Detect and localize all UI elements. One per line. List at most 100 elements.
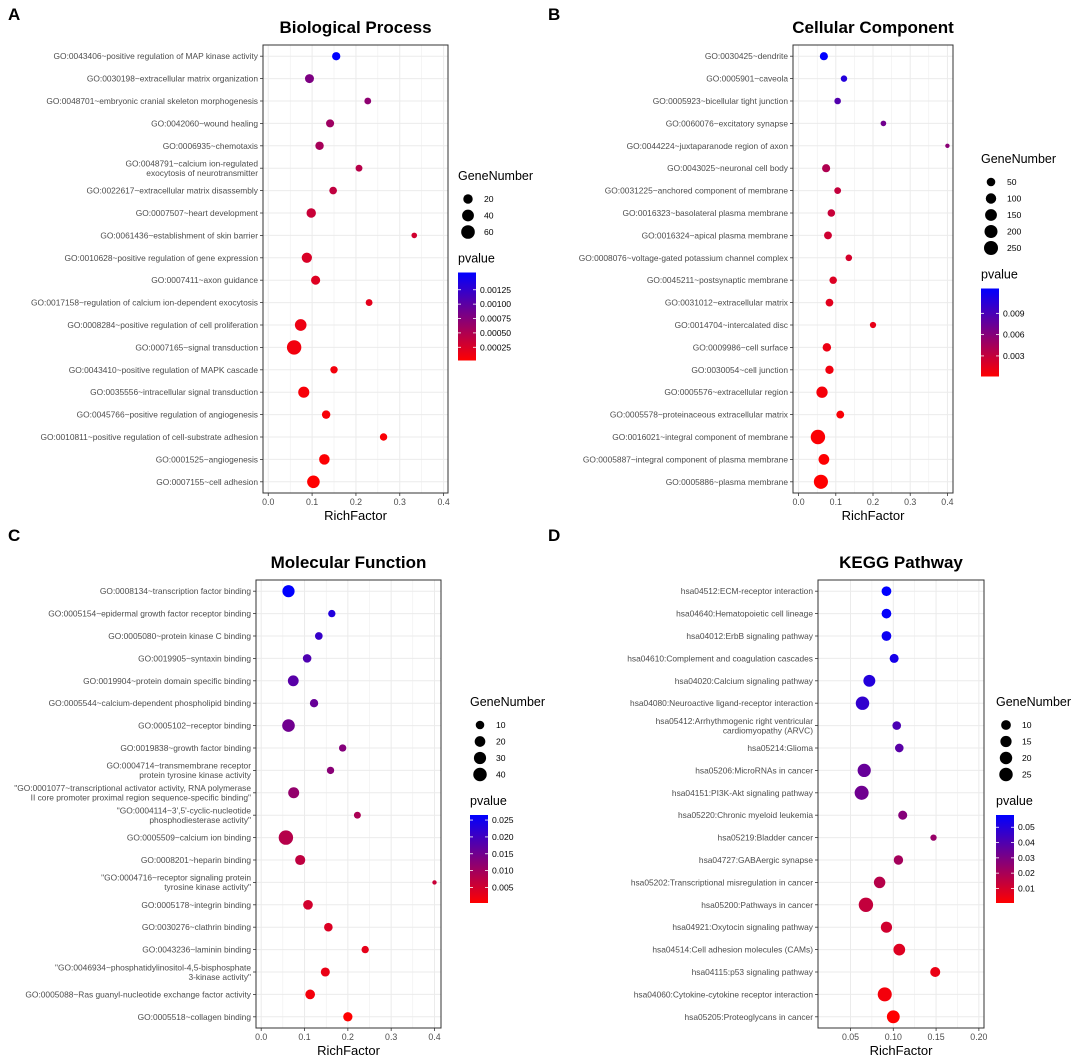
size-legend-label: 20 [484, 194, 494, 204]
size-legend-label: 150 [1007, 210, 1022, 220]
x-tick-label: 0.1 [830, 497, 842, 507]
data-point [827, 209, 836, 217]
panel-letter: D [548, 526, 560, 545]
y-tick-label: tyrosine kinase activity" [164, 882, 251, 892]
y-tick-label: GO:0005088~Ras guanyl-nucleotide exchang… [25, 989, 251, 999]
y-tick-label: GO:0030054~cell junction [691, 365, 788, 375]
data-point [278, 830, 294, 845]
plot-background [256, 580, 441, 1028]
y-tick-label: hsa05206:MicroRNAs in cancer [695, 765, 813, 775]
data-point [813, 474, 828, 489]
y-tick-label: GO:0022617~extracellular matrix disassem… [86, 186, 258, 196]
size-legend-label: 100 [1007, 194, 1022, 204]
data-point [894, 743, 904, 753]
y-tick-label: GO:0045766~positive regulation of angiog… [77, 410, 258, 420]
data-point [822, 343, 832, 352]
y-tick-label: GO:0043406~positive regulation of MAP ki… [54, 51, 259, 61]
y-tick-label: GO:0016324~apical plasma membrane [642, 230, 789, 240]
y-tick-label: GO:0017158~regulation of calcium ion-dep… [31, 298, 258, 308]
color-legend-label: 0.03 [1018, 853, 1035, 863]
size-legend-label: 20 [496, 737, 506, 747]
data-point [825, 298, 834, 307]
data-point [343, 1012, 353, 1022]
y-tick-label: hsa04610:Complement and coagulation casc… [627, 653, 813, 663]
y-tick-label: hsa05214:Glioma [747, 743, 813, 753]
color-legend-label: 0.00100 [480, 299, 511, 309]
y-tick-label: GO:0009986~cell surface [693, 342, 789, 352]
data-point [361, 945, 369, 954]
data-point [301, 252, 312, 263]
y-tick-label: protein tyrosine kinase activity [139, 770, 252, 780]
y-tick-label: GO:0048791~calcium ion-regulated [126, 158, 259, 168]
data-point [869, 321, 877, 329]
data-point [282, 585, 295, 598]
y-tick-label: GO:0016323~basolateral plasma membrane [622, 208, 788, 218]
data-point [829, 276, 837, 284]
size-legend-label: 40 [496, 770, 506, 780]
y-tick-label: GO:0005923~bicellular tight junction [653, 96, 789, 106]
y-tick-label: GO:0006935~chemotaxis [163, 141, 258, 151]
color-bar [981, 288, 999, 377]
color-legend-label: 0.005 [492, 882, 514, 892]
data-point [818, 454, 830, 465]
y-tick-label: GO:0005578~proteinaceous extracellular m… [610, 410, 789, 420]
y-tick-label: hsa04727:GABAergic synapse [699, 855, 813, 865]
size-legend-label: 60 [484, 227, 494, 237]
color-legend: pvalue 0.05 0.04 0.03 0.02 0.01 [996, 794, 1035, 903]
color-legend: pvalue 0.00125 0.00100 0.00075 0.00050 0.0002… [458, 252, 511, 361]
y-tick-label: "GO:0046934~phosphatidylinositol-4,5-bis… [55, 962, 251, 972]
y-tick-label: hsa04012:ErbB signaling pathway [686, 631, 813, 641]
size-legend-label: 250 [1007, 243, 1022, 253]
y-tick-label: "GO:0004716~receptor signaling protein [101, 873, 251, 883]
x-axis-label: RichFactor [324, 508, 388, 523]
data-point [304, 74, 314, 84]
size-legend-label: 10 [496, 720, 506, 730]
x-axis-label: RichFactor [842, 508, 906, 523]
color-legend-label: 0.00050 [480, 328, 511, 338]
data-point [305, 989, 316, 1000]
size-legend: GeneNumber 50 100 150 200 250 [981, 152, 1056, 256]
panel-kegg-pathway: D KEGG Pathway hsa04512:ECM-receptor inter… [548, 526, 1071, 1056]
chart-title: KEGG Pathway [839, 553, 963, 572]
x-tick-label: 0.15 [928, 1032, 945, 1042]
data-point [329, 186, 337, 195]
size-legend-key [473, 751, 487, 765]
size-legend-key [463, 194, 473, 204]
y-tick-label: GO:0005886~plasma membrane [666, 477, 789, 487]
y-tick-label: GO:0008134~transcription factor binding [100, 586, 251, 596]
y-tick-label: GO:0031225~anchored component of membran… [605, 186, 789, 196]
y-tick-label: hsa05205:Proteoglycans in cancer [685, 1012, 814, 1022]
y-tick-label: GO:0035556~intracellular signal transduc… [90, 387, 258, 397]
color-legend-title: pvalue [981, 268, 1018, 282]
panel-biological-process: A Biological Process GO:0043406~positive r… [8, 5, 533, 523]
x-tick-label: 0.3 [385, 1032, 397, 1042]
data-point [822, 164, 831, 173]
size-legend-key [985, 209, 997, 221]
data-point [840, 75, 848, 82]
y-tick-label: GO:0005102~receptor binding [138, 721, 251, 731]
y-tick-label: GO:0044224~juxtaparanode region of axon [627, 141, 789, 151]
y-tick-label: GO:0004714~transmembrane receptor [106, 761, 251, 771]
size-legend-key [986, 177, 996, 187]
color-legend-label: 0.04 [1018, 838, 1035, 848]
y-tick-label: GO:0007507~heart development [136, 208, 259, 218]
data-point [810, 429, 826, 445]
y-tick-label: hsa05412:Arrhythmogenic right ventricula… [656, 716, 814, 726]
size-legend-title: GeneNumber [458, 169, 533, 183]
y-tick-label: hsa04151:PI3K-Akt signaling pathway [672, 788, 814, 798]
color-legend-label: 0.00025 [480, 342, 511, 352]
chart-title: Cellular Component [792, 18, 954, 37]
data-point [321, 410, 331, 419]
y-tick-label: "GO:0004114~3',5'-cyclic-nucleotide [117, 805, 252, 815]
y-tick-label: GO:0010628~positive regulation of gene e… [65, 253, 259, 263]
data-point [889, 653, 899, 663]
y-tick-label: GO:0019904~protein domain specific bindi… [83, 676, 251, 686]
y-tick-label: GO:0007411~axon guidance [151, 275, 258, 285]
y-tick-label: "GO:0001077~transcriptional activator ac… [14, 783, 251, 793]
size-legend-key [984, 225, 998, 238]
size-legend-key [474, 736, 486, 747]
x-tick-label: 0.2 [342, 1032, 354, 1042]
data-point [432, 880, 437, 885]
size-legend: GeneNumber 10 15 20 25 [996, 695, 1071, 782]
y-tick-label: GO:0008284~positive regulation of cell p… [67, 320, 258, 330]
